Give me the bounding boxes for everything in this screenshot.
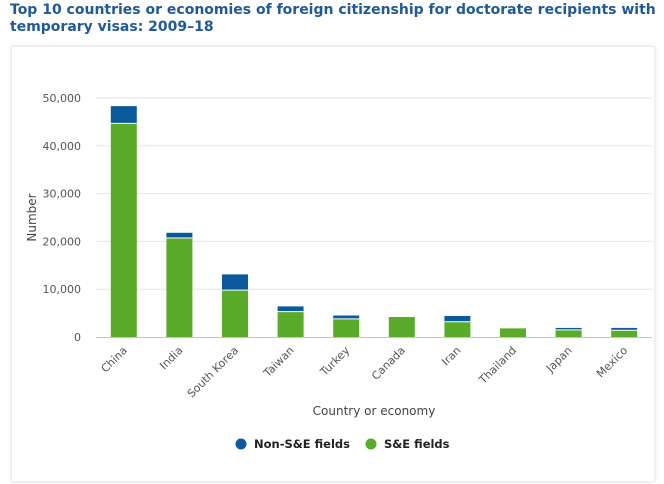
y-tick-label: 0 — [74, 331, 81, 344]
x-tick-label: Thailand — [476, 344, 519, 387]
bar-se-iran — [444, 321, 471, 337]
x-tick-label: Taiwan — [260, 344, 296, 380]
bar-non-se-turkey — [333, 315, 360, 319]
bar-non-se-india — [166, 232, 193, 239]
bar-se-mexico — [611, 330, 638, 337]
bar-non-se-china — [110, 106, 137, 124]
y-tick-label: 20,000 — [43, 235, 82, 248]
bar-non-se-japan — [555, 327, 582, 330]
bar-se-china — [110, 123, 137, 337]
bar-se-taiwan — [277, 311, 304, 337]
bar-se-canada — [388, 316, 415, 337]
bar-non-se-taiwan — [277, 306, 304, 312]
y-axis-title: Number — [25, 193, 39, 241]
x-tick-label: Japan — [543, 344, 575, 376]
x-tick-label: China — [99, 344, 130, 375]
y-tick-label: 10,000 — [43, 283, 82, 296]
legend-label: Non-S&E fields — [254, 437, 350, 451]
y-tick-label: 40,000 — [43, 140, 82, 153]
bar-se-south-korea — [222, 290, 248, 337]
x-tick-label: Turkey — [317, 344, 353, 380]
bar-non-se-south-korea — [222, 274, 248, 291]
x-tick-label: South Korea — [185, 344, 241, 400]
bar-se-japan — [555, 329, 582, 337]
bar-non-se-iran — [444, 315, 471, 322]
x-tick-label: Mexico — [594, 344, 631, 381]
x-tick-label: Canada — [369, 344, 408, 383]
y-tick-label: 30,000 — [43, 188, 82, 201]
legend-marker — [235, 438, 247, 450]
legend-label: S&E fields — [384, 437, 450, 451]
y-tick-label: 50,000 — [43, 92, 82, 105]
chart-title: Top 10 countries or economies of foreign… — [10, 2, 656, 35]
bar-se-thailand — [500, 327, 526, 337]
x-tick-label: India — [157, 344, 185, 372]
bar-se-india — [166, 238, 193, 337]
x-axis-title: Country or economy — [313, 404, 436, 418]
bar-non-se-mexico — [611, 327, 638, 331]
bar-se-turkey — [333, 318, 360, 337]
x-tick-label: Iran — [439, 344, 463, 368]
legend-marker — [365, 438, 377, 450]
